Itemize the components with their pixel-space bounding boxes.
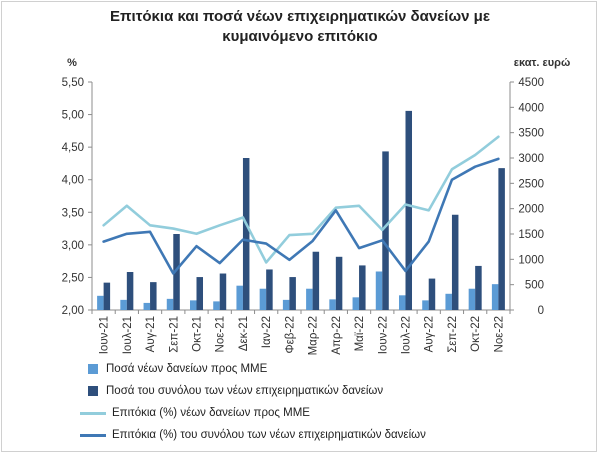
bar-total-amount [196, 277, 204, 310]
bar-sme-amount [97, 295, 104, 310]
x-axis-category-label: Οκτ-22 [470, 316, 482, 352]
x-axis-category-label: Ιουλ-22 [401, 316, 413, 354]
legend-item-sme-rate: Επιτόκια (%) νέων δανείων προς ΜΜΕ [60, 402, 580, 424]
left-axis-unit-label: % [67, 57, 77, 69]
chart-title-line-2: κυμαινόμενο επιτόκιο [222, 28, 378, 45]
bar-sme-amount [422, 300, 429, 310]
bar-total-amount [498, 168, 505, 310]
bar-sme-amount [120, 299, 127, 310]
left-axis-tick-label: 4,00 [62, 175, 84, 187]
x-axis-category-label: Αυγ-21 [145, 316, 157, 352]
bar-sme-amount [236, 285, 243, 310]
legend-item-total-amount: Ποσά του συνόλου των νέων επιχειρηματικώ… [60, 380, 580, 402]
x-axis-category-label: Σεπ-21 [168, 316, 180, 353]
right-axis-tick-label: 4000 [518, 102, 544, 114]
line-sme-rate [102, 135, 500, 264]
x-axis-category-label: Ιουλ-21 [122, 316, 134, 354]
chart-legend: Ποσά νέων δανείων προς ΜΜΕ Ποσά του συνό… [60, 358, 580, 446]
bar-sme-amount [398, 295, 406, 310]
legend-label-sme-amount: Ποσά νέων δανείων προς ΜΜΕ [106, 363, 268, 375]
x-axis-category-label: Μαρ-22 [308, 316, 320, 355]
legend-line-total-rate [80, 433, 106, 437]
bar-sme-amount [166, 298, 174, 310]
chart-title: Επιτόκια και ποσά νέων επιχειρηματικών δ… [0, 7, 600, 47]
bar-total-amount [266, 269, 273, 310]
legend-label-total-amount: Ποσά του συνόλου των νέων επιχειρηματικώ… [106, 385, 384, 397]
bar-sme-amount [143, 302, 151, 310]
bar-total-amount [289, 277, 296, 310]
bar-total-amount [428, 278, 436, 310]
chart-title-line-1: Επιτόκια και ποσά νέων επιχειρηματικών δ… [110, 8, 490, 25]
x-axis-category-label: Ιουν-21 [99, 316, 111, 354]
legend-item-sme-amount: Ποσά νέων δανείων προς ΜΜΕ [60, 358, 580, 380]
line-total-rate [102, 157, 500, 275]
bar-sme-amount [468, 288, 476, 310]
bar-total-amount [359, 265, 366, 310]
bar-total-amount [126, 272, 134, 310]
legend-swatch-sme-amount [88, 364, 98, 374]
bar-sme-amount [189, 300, 197, 310]
bar-sme-amount [259, 288, 267, 310]
right-axis-tick-label: 3000 [518, 153, 544, 165]
x-axis-category-label: Δεκ-21 [238, 316, 250, 351]
legend-swatch-total-amount [88, 386, 98, 396]
right-axis-tick-label: 1000 [518, 254, 544, 266]
bar-total-amount [173, 234, 180, 310]
bar-sme-amount [282, 299, 290, 310]
right-axis-tick-label: 0 [538, 305, 544, 317]
legend-line-sme-rate [80, 411, 106, 415]
right-axis-tick-label: 2000 [518, 204, 544, 216]
legend-item-total-rate: Επιτόκια (%) του συνόλου των νέων επιχει… [60, 424, 580, 446]
x-axis-category-label: Σεπ-22 [447, 316, 459, 353]
bar-sme-amount [491, 284, 499, 310]
x-axis-category-label: Νοε-21 [215, 316, 227, 352]
bar-sme-amount [375, 271, 383, 310]
x-axis-category-label: Ιαν-22 [261, 316, 273, 348]
bar-sme-amount [329, 299, 336, 310]
left-axis-tick-label: 2,50 [62, 272, 84, 284]
right-axis-unit-label: εκατ. ευρώ [514, 57, 571, 69]
bar-sme-amount [352, 297, 360, 310]
bar-total-amount [150, 282, 157, 310]
bar-sme-amount [213, 301, 220, 310]
right-axis-tick-label: 500 [525, 280, 544, 292]
x-axis-category-label: Οκτ-21 [192, 316, 204, 352]
bar-total-amount [219, 273, 227, 310]
x-axis-category-label: Νοε-22 [493, 316, 505, 352]
right-axis-tick-label: 1500 [518, 229, 544, 241]
bar-total-amount [335, 256, 343, 310]
left-axis-tick-label: 2,00 [62, 305, 84, 317]
bar-total-amount [103, 282, 111, 310]
bar-total-amount [382, 151, 389, 310]
left-axis-tick-label: 5,00 [62, 110, 84, 122]
bar-total-amount [451, 214, 459, 310]
right-axis-tick-label: 4500 [518, 77, 544, 89]
legend-label-total-rate: Επιτόκια (%) του συνόλου των νέων επιχει… [112, 429, 426, 441]
bar-total-amount [312, 251, 320, 310]
left-axis-tick-label: 4,50 [62, 142, 84, 154]
x-axis-category-label: Φεβ-22 [284, 316, 296, 354]
x-axis-category-label: Μαϊ-22 [354, 316, 366, 351]
bar-sme-amount [306, 288, 313, 310]
left-axis-tick-label: 5,50 [62, 77, 84, 89]
legend-label-sme-rate: Επιτόκια (%) νέων δανείων προς ΜΜΕ [112, 407, 310, 419]
x-axis-category-label: Αυγ-22 [424, 316, 436, 352]
right-axis-tick-label: 3500 [518, 128, 544, 140]
bar-total-amount [242, 158, 250, 310]
right-axis-tick-label: 2500 [518, 178, 544, 190]
bar-total-amount [475, 265, 482, 310]
left-axis-tick-label: 3,00 [62, 240, 84, 252]
x-axis-category-label: Απρ-22 [331, 316, 343, 355]
bar-total-amount [405, 110, 413, 310]
left-axis-tick-label: 3,50 [62, 207, 84, 219]
x-axis-category-label: Ιουν-22 [377, 316, 389, 354]
bar-sme-amount [445, 293, 452, 310]
